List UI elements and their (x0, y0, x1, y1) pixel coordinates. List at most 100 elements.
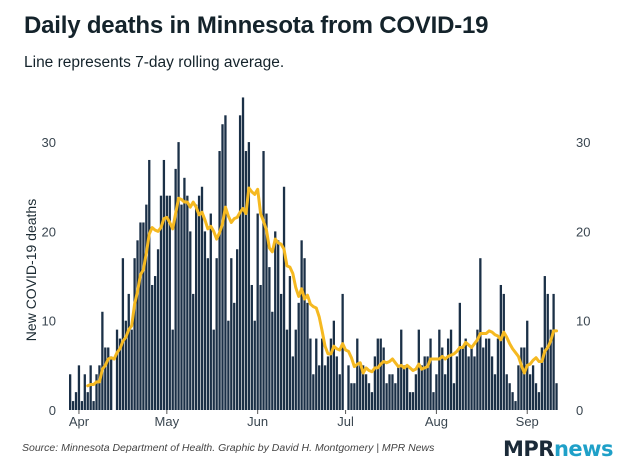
bar (206, 258, 210, 410)
bar (367, 383, 371, 410)
bar (502, 293, 505, 410)
bar (221, 124, 224, 411)
bar (455, 356, 459, 410)
bar (133, 258, 136, 410)
bar (92, 401, 95, 410)
bar (312, 374, 315, 410)
bar (485, 338, 488, 410)
bar (297, 302, 300, 410)
bar (230, 258, 233, 410)
bar (505, 374, 508, 410)
bar (537, 392, 541, 410)
bar (391, 374, 394, 410)
bar (423, 356, 426, 410)
bar (362, 365, 365, 410)
bar (177, 142, 180, 410)
bar (162, 159, 166, 410)
x-tick-label: Aug (425, 414, 448, 429)
bar (118, 338, 122, 410)
bar (329, 338, 333, 410)
bar (341, 293, 344, 410)
x-tick-label: Apr (69, 414, 90, 429)
bar (315, 338, 318, 410)
bar (534, 383, 538, 410)
bar (394, 383, 397, 410)
bar (385, 383, 388, 410)
source-credit: Source: Minnesota Department of Health. … (22, 442, 435, 454)
bar (212, 329, 215, 410)
bar (444, 374, 447, 410)
bar (294, 329, 297, 410)
bar (153, 276, 157, 410)
bar (224, 115, 227, 410)
bar (523, 347, 526, 410)
bar (247, 142, 251, 410)
x-tick-label: May (155, 414, 180, 429)
bar (400, 329, 403, 410)
bar (326, 356, 330, 410)
bar (438, 329, 441, 410)
bar (110, 356, 113, 410)
bar (446, 338, 450, 410)
bar (121, 258, 125, 410)
bar (397, 365, 400, 410)
bar (382, 347, 385, 410)
bar (288, 276, 292, 410)
bar (236, 249, 239, 410)
bar (238, 115, 242, 410)
bar (69, 374, 72, 410)
bar (432, 392, 435, 410)
bar (89, 365, 92, 410)
bar (540, 347, 544, 410)
bar (411, 392, 415, 410)
bar (452, 383, 456, 410)
bar (136, 240, 139, 410)
bar (168, 195, 171, 410)
bar (549, 329, 552, 410)
bar (499, 284, 503, 410)
bar (318, 365, 321, 410)
bar (282, 186, 286, 410)
bar (490, 356, 494, 410)
bar (233, 302, 236, 410)
bar (165, 195, 168, 410)
bar (496, 338, 500, 410)
y-axis-label: New COVID-19 deaths (23, 199, 39, 341)
bar (186, 195, 189, 410)
bar (470, 347, 473, 410)
bar (227, 320, 230, 410)
bar (104, 347, 107, 410)
bar (98, 365, 101, 410)
axes-group: 0 0 10 10 20 20 30 30 Apr May Jun Jul Aug Sep (42, 135, 591, 429)
bar (449, 329, 453, 410)
bar (159, 195, 163, 410)
bar (303, 258, 306, 410)
bar (262, 151, 265, 410)
y-tick-label-left: 20 (42, 224, 56, 239)
bar (347, 365, 350, 410)
bar (487, 338, 491, 410)
bar (517, 365, 520, 410)
bar (115, 329, 119, 410)
rolling-average-group (86, 186, 559, 388)
x-tick-label: Jul (337, 414, 354, 429)
bar (180, 204, 183, 410)
bar (414, 374, 418, 410)
bar (338, 374, 341, 410)
bar (306, 302, 309, 410)
bar (511, 392, 514, 410)
bar (86, 392, 89, 410)
bar (183, 177, 186, 410)
bar (244, 151, 248, 410)
logo-news: news (553, 437, 614, 461)
bar (268, 267, 271, 410)
bar (529, 374, 532, 410)
bar (364, 374, 368, 410)
bar (145, 204, 148, 410)
bar (192, 293, 195, 410)
bar (174, 168, 177, 410)
bar (356, 338, 359, 410)
bar (309, 338, 312, 410)
bar (482, 347, 485, 410)
bar (74, 392, 78, 410)
